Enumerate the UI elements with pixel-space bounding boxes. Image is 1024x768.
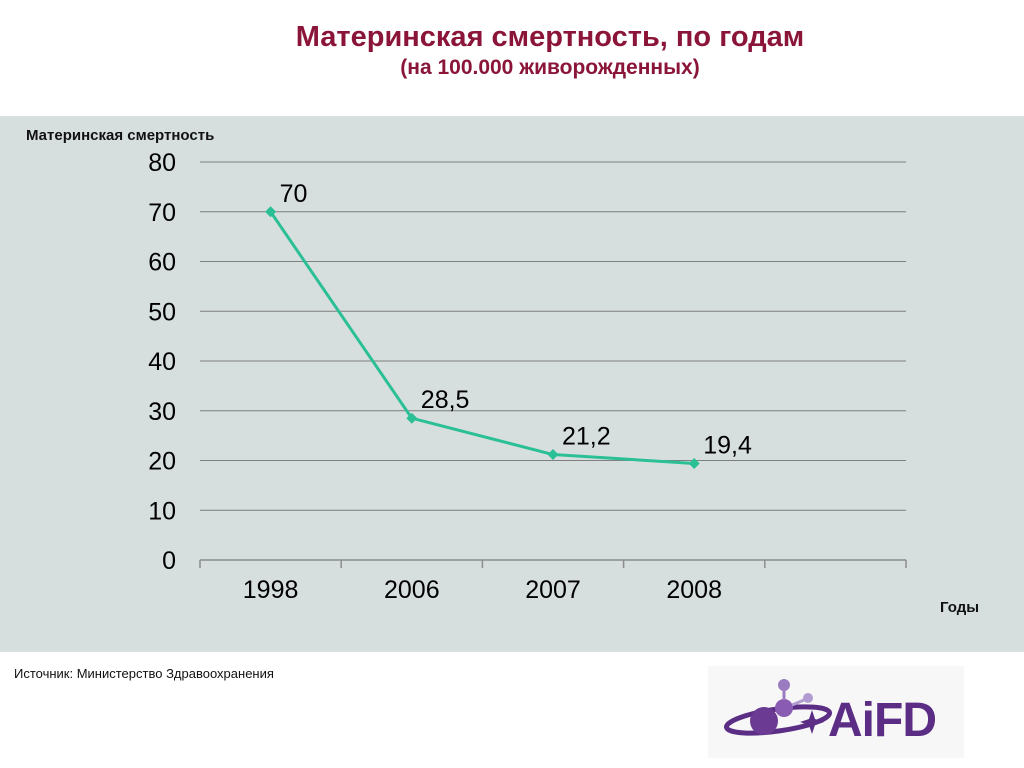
y-tick-label: 60 bbox=[148, 249, 176, 277]
y-tick-label: 50 bbox=[148, 298, 176, 326]
data-point bbox=[547, 449, 559, 461]
y-tick-label: 0 bbox=[162, 547, 176, 575]
page-subtitle: (на 100.000 живорожденных) bbox=[400, 56, 700, 79]
data-point bbox=[265, 206, 277, 218]
x-tick-label: 2008 bbox=[666, 576, 722, 604]
y-tick-label: 70 bbox=[148, 199, 176, 227]
data-label: 28,5 bbox=[421, 386, 470, 414]
x-tick-label: 2006 bbox=[384, 576, 440, 604]
y-tick-label: 30 bbox=[148, 398, 176, 426]
data-point bbox=[406, 412, 418, 424]
y-tick-label: 80 bbox=[148, 149, 176, 177]
data-labels: 70 28,5 21,2 19,4 bbox=[280, 180, 752, 460]
logo-emblem-icon bbox=[723, 679, 833, 736]
data-label: 19,4 bbox=[703, 431, 752, 459]
logo-text: AiFD bbox=[828, 694, 937, 747]
x-tick-label: 2007 bbox=[525, 576, 581, 604]
series-line bbox=[269, 210, 695, 465]
data-label: 70 bbox=[280, 180, 308, 208]
y-tick-label: 40 bbox=[148, 348, 176, 376]
data-point bbox=[688, 457, 700, 469]
series-line-group bbox=[265, 206, 700, 469]
y-tick-labels: 0 10 20 30 40 50 60 70 80 bbox=[148, 149, 176, 575]
aifd-logo: AiFD bbox=[708, 666, 964, 758]
page-title: Материнская смертность, по годам bbox=[295, 21, 805, 53]
data-label: 21,2 bbox=[562, 423, 611, 451]
x-tick-labels: 1998 2006 2007 2008 bbox=[243, 576, 722, 604]
x-tick-label: 1998 bbox=[243, 576, 299, 604]
chart-panel bbox=[0, 116, 1024, 652]
grid-lines bbox=[199, 161, 907, 568]
y-tick-label: 10 bbox=[148, 497, 176, 525]
y-tick-label: 20 bbox=[148, 448, 176, 476]
source-note: Источник: Министерство Здравоохранения bbox=[14, 666, 274, 681]
x-axis-label: Годы bbox=[940, 599, 980, 616]
y-axis-label: Материнская смертность bbox=[26, 127, 215, 144]
